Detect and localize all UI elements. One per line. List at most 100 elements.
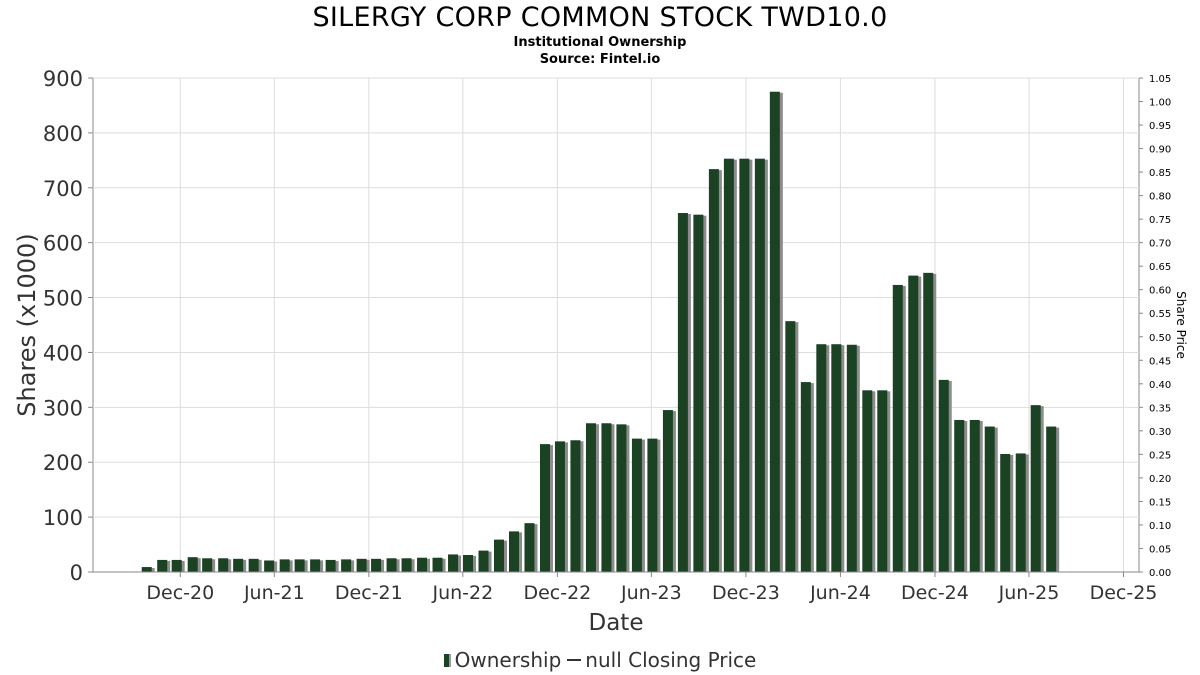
ownership-bar [892,284,903,572]
ownership-bar [570,440,581,572]
y2-tick-label: 0.80 [1149,192,1171,203]
y-tick-label: 700 [43,177,83,201]
y-tick-label: 300 [43,396,83,420]
y2-tick-label: 0.20 [1149,474,1171,485]
ownership-bar [662,410,673,572]
ownership-bar [524,523,535,572]
ownership-bar [984,426,995,572]
x-tick-label: Dec-23 [712,582,780,604]
y2-tick-label: 0.55 [1149,309,1171,320]
ownership-bar [386,558,397,572]
x-tick-label: Jun-22 [431,582,493,604]
y2-tick-label: 1.05 [1149,74,1171,85]
ownership-bar [739,158,750,573]
ownership-bar [723,158,734,573]
ownership-bar [248,558,259,572]
ownership-bar [877,390,888,572]
ownership-bar [693,214,704,572]
x-tick-label: Dec-22 [523,582,591,604]
ownership-bar [417,557,428,572]
ownership-bar [631,438,642,572]
y2-tick-label: 0.95 [1149,121,1171,132]
y-tick-label: 900 [43,67,83,91]
ownership-bar [785,321,796,572]
y2-tick-label: 0.70 [1149,239,1171,250]
legend-ownership-label[interactable]: Ownership [454,648,562,672]
y-tick-label: 400 [43,341,83,365]
x-tick-label: Jun-23 [620,582,682,604]
ownership-bar [585,423,596,572]
x-tick-label: Dec-24 [901,582,969,604]
ownership-bar [448,554,459,572]
closing-price-legend-swatch [567,659,582,661]
ownership-bar [1000,453,1011,572]
ownership-bar [954,419,965,572]
ownership-bar [294,559,305,572]
ownership-bar [401,558,412,572]
ownership-bar [494,539,505,572]
ownership-bar [708,169,719,573]
ownership-legend-swatch [443,654,451,667]
y-tick-label: 100 [43,506,83,530]
y2-tick-label: 0.50 [1149,333,1171,344]
ownership-bar [938,379,949,572]
x-tick-label: Dec-20 [146,582,214,604]
ownership-bar [969,419,980,572]
x-axis-label: Date [589,610,644,636]
y-tick-label: 800 [43,122,83,146]
y2-tick-label: 0.40 [1149,380,1171,391]
y2-tick-label: 0.75 [1149,215,1171,226]
y-tick-label: 0 [70,561,83,585]
ownership-bar [554,441,565,572]
x-tick-label: Dec-21 [335,582,403,604]
y2-tick-label: 0.10 [1149,521,1171,532]
y2-axis-label: Share Price [1174,291,1188,359]
y2-tick-label: 0.25 [1149,450,1171,461]
ownership-bar [816,344,827,572]
y2-tick-label: 0.30 [1149,427,1171,438]
ownership-bar [187,557,198,572]
ownership-bar [754,158,765,573]
y2-tick-label: 0.85 [1149,168,1171,179]
ownership-bar [923,272,934,572]
y2-tick-label: 0.60 [1149,286,1171,297]
ownership-bar [862,390,873,572]
ownership-bar [831,344,842,572]
ownership-bar [233,558,244,572]
ownership-bar [432,557,443,572]
ownership-bar [539,444,550,572]
chart-title: SILERGY CORP COMMON STOCK TWD10.0 [312,2,888,33]
ownership-bar [616,424,627,572]
y2-tick-label: 0.65 [1149,262,1171,273]
ownership-bar [647,438,658,572]
ownership-bar [202,558,213,572]
y2-tick-label: 1.00 [1149,98,1171,109]
y-tick-label: 200 [43,451,83,475]
x-tick-label: Jun-24 [809,582,871,604]
y-tick-label: 500 [43,287,83,311]
ownership-bar [463,554,474,572]
ownership-bar [171,559,182,572]
chart-legend: Ownership null Closing Price [0,648,1200,672]
y-tick-label: 600 [43,232,83,256]
x-tick-label: Dec-25 [1090,582,1158,604]
chart-source: Source: Fintel.io [539,52,661,67]
ownership-bar [218,558,229,572]
ownership-bar [264,560,275,572]
ownership-bar [908,275,919,572]
ownership-bar [508,531,519,572]
ownership-bar [371,558,382,572]
ownership-bar [356,558,367,572]
y2-tick-label: 0.35 [1149,403,1171,414]
x-tick-label: Jun-25 [998,582,1060,604]
ownership-bar [341,559,352,572]
ownership-bar [846,344,857,572]
ownership-bar [478,550,489,572]
ownership-bar [1015,453,1026,572]
legend-closing-price-label[interactable]: null Closing Price [585,648,757,672]
y2-tick-label: 0.05 [1149,544,1171,555]
ownership-bar [800,382,811,572]
ownership-bar [157,559,168,572]
ownership-bar [141,567,152,572]
